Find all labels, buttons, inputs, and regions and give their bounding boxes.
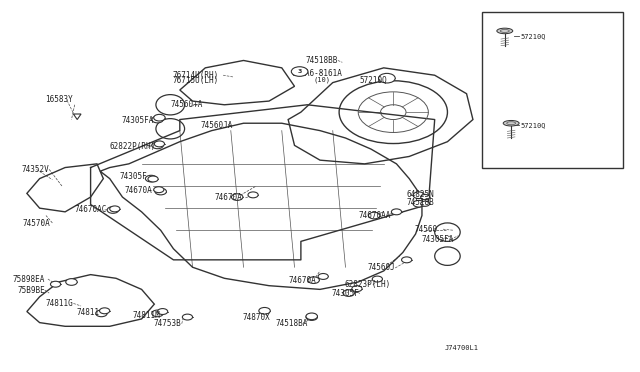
Circle shape bbox=[154, 141, 164, 147]
Circle shape bbox=[372, 276, 383, 282]
Text: 74670AC: 74670AC bbox=[75, 205, 107, 215]
Circle shape bbox=[381, 74, 394, 82]
Text: 74870X: 74870X bbox=[243, 312, 270, 321]
Circle shape bbox=[152, 310, 163, 317]
Text: 75898EA: 75898EA bbox=[12, 275, 45, 283]
Circle shape bbox=[420, 201, 429, 206]
Polygon shape bbox=[74, 114, 81, 119]
Circle shape bbox=[248, 192, 258, 198]
Circle shape bbox=[232, 194, 243, 201]
Circle shape bbox=[109, 206, 120, 212]
Text: 74518BB: 74518BB bbox=[306, 56, 339, 65]
Circle shape bbox=[420, 195, 429, 200]
Circle shape bbox=[152, 142, 163, 149]
Text: 74305FA: 74305FA bbox=[121, 116, 154, 125]
Circle shape bbox=[152, 116, 163, 123]
Text: 3: 3 bbox=[298, 69, 302, 74]
Text: 57210Q: 57210Q bbox=[360, 76, 387, 85]
Text: 74518BA: 74518BA bbox=[275, 319, 308, 328]
Circle shape bbox=[182, 314, 193, 320]
Ellipse shape bbox=[497, 28, 513, 34]
Circle shape bbox=[318, 273, 328, 279]
Text: 62822P(RH): 62822P(RH) bbox=[109, 142, 156, 151]
Text: 74305F: 74305F bbox=[332, 289, 359, 298]
Text: 74670A: 74670A bbox=[288, 276, 316, 285]
Bar bbox=[483, 13, 623, 167]
Circle shape bbox=[352, 286, 362, 292]
Text: 74753B: 74753B bbox=[153, 319, 180, 328]
Circle shape bbox=[291, 67, 308, 76]
Text: 74560+A: 74560+A bbox=[170, 100, 203, 109]
Circle shape bbox=[154, 114, 165, 121]
Circle shape bbox=[343, 290, 355, 296]
Circle shape bbox=[96, 310, 107, 317]
Circle shape bbox=[259, 308, 270, 314]
Text: 64825N: 64825N bbox=[406, 190, 434, 199]
Text: 76714U(RH): 76714U(RH) bbox=[172, 71, 218, 80]
Circle shape bbox=[413, 192, 424, 199]
Text: 74560: 74560 bbox=[414, 225, 437, 234]
Text: J74700L1: J74700L1 bbox=[444, 346, 478, 352]
Circle shape bbox=[154, 187, 164, 193]
Text: 74305F: 74305F bbox=[119, 172, 147, 181]
Text: (10): (10) bbox=[314, 76, 331, 83]
Text: 74518B: 74518B bbox=[406, 198, 434, 207]
Text: 74811G: 74811G bbox=[46, 299, 74, 308]
Circle shape bbox=[413, 201, 424, 207]
Text: 74670A: 74670A bbox=[124, 186, 152, 195]
Text: 74560JA: 74560JA bbox=[200, 121, 232, 129]
Circle shape bbox=[107, 207, 118, 213]
Circle shape bbox=[155, 188, 166, 195]
Circle shape bbox=[379, 73, 395, 83]
Text: 74811: 74811 bbox=[77, 308, 100, 317]
Text: 74811M: 74811M bbox=[132, 311, 160, 320]
Circle shape bbox=[306, 313, 317, 320]
Text: 76715U(LH): 76715U(LH) bbox=[172, 76, 218, 85]
Circle shape bbox=[51, 281, 61, 287]
Text: 16583Y: 16583Y bbox=[45, 95, 72, 104]
Circle shape bbox=[369, 212, 380, 219]
Circle shape bbox=[392, 209, 401, 215]
Text: 74670AA: 74670AA bbox=[358, 211, 390, 220]
Circle shape bbox=[148, 176, 158, 182]
Circle shape bbox=[401, 257, 412, 263]
Circle shape bbox=[306, 314, 317, 320]
Text: 74352V: 74352V bbox=[22, 165, 49, 174]
Circle shape bbox=[308, 277, 319, 283]
Text: 57210Q: 57210Q bbox=[521, 122, 546, 128]
Circle shape bbox=[100, 308, 109, 314]
Text: 57210Q: 57210Q bbox=[521, 33, 546, 39]
Text: 74670A: 74670A bbox=[215, 193, 243, 202]
Text: 75B9BE: 75B9BE bbox=[17, 286, 45, 295]
Text: 74560J: 74560J bbox=[368, 263, 396, 272]
Text: 74305FA: 74305FA bbox=[422, 235, 454, 244]
Circle shape bbox=[66, 279, 77, 285]
Text: 62823P(LH): 62823P(LH) bbox=[344, 280, 390, 289]
Circle shape bbox=[157, 309, 168, 314]
Ellipse shape bbox=[503, 121, 519, 126]
Text: 081A6-8161A: 081A6-8161A bbox=[291, 69, 342, 78]
Text: 74570A: 74570A bbox=[22, 219, 50, 228]
Circle shape bbox=[145, 175, 157, 182]
